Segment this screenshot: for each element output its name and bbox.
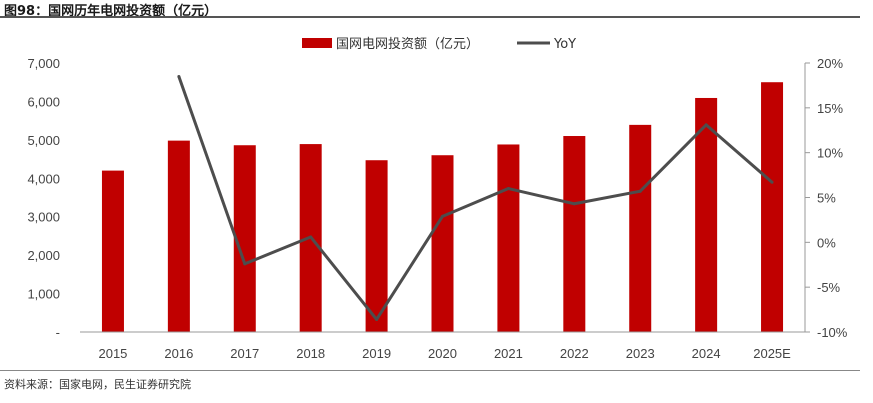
y-left-tick-label: 1,000 [27, 287, 60, 302]
x-tick-label: 2021 [494, 346, 523, 361]
bar-series [101, 82, 784, 333]
source-note: 资料来源：国家电网，民生证券研究院 [4, 378, 191, 391]
x-tick-label: 2020 [428, 346, 457, 361]
yoy-point [704, 123, 708, 127]
legend-line-label: YoY [553, 37, 576, 52]
axes: - 1,000 2,000 3,000 4,000 5,000 6,000 7,000 -10%… [27, 56, 847, 361]
y-right-tick-label: -5% [817, 280, 841, 295]
bar [563, 136, 586, 332]
y-left-tick-label: 4,000 [27, 171, 60, 186]
y-right-tick-label: -10% [817, 325, 848, 340]
yoy-point [441, 214, 444, 218]
legend-bar-swatch [302, 38, 332, 48]
legend-bar-label: 国网电网投资额（亿元） [336, 36, 479, 52]
bar [761, 82, 784, 332]
bar [101, 170, 124, 332]
yoy-line [177, 75, 774, 321]
yoy-point [243, 262, 247, 266]
y-right-tick-label: 5% [817, 191, 836, 206]
bar [497, 144, 520, 332]
yoy-point [506, 187, 510, 191]
bar [233, 145, 256, 332]
bar [167, 140, 190, 332]
x-tick-label: 2025E [753, 346, 791, 361]
x-tick-label: 2017 [230, 346, 259, 361]
yoy-point [638, 189, 642, 193]
x-tick-label: 2022 [560, 346, 589, 361]
yoy-point [375, 317, 379, 321]
yoy-point [572, 202, 576, 206]
yoy-point [177, 74, 181, 78]
x-tick-label: 2018 [296, 346, 325, 361]
bar [695, 97, 718, 332]
y-right-tick-label: 0% [817, 235, 836, 250]
chart-area: - 1,000 2,000 3,000 4,000 5,000 6,000 7,000 -10%… [27, 36, 847, 361]
y-left-tick-label: 5,000 [27, 133, 60, 148]
yoy-point [309, 235, 313, 239]
x-tick-label: 2015 [98, 346, 127, 361]
y-right-tick-label: 15% [817, 101, 843, 116]
y-right-tick-label: 20% [817, 56, 843, 71]
y-right-tick-label: 10% [817, 146, 843, 161]
bar [365, 160, 388, 332]
title-rule [0, 16, 860, 18]
y-left-tick-label: 3,000 [27, 210, 60, 225]
yoy-line-series [177, 74, 774, 321]
bar [629, 124, 652, 333]
x-tick-label: 2016 [164, 346, 193, 361]
x-tick-label: 2024 [692, 346, 721, 361]
bar [431, 155, 454, 332]
legend: 国网电网投资额（亿元） YoY [302, 36, 576, 52]
y-left-tick-label: - [56, 325, 60, 340]
footer-rule [0, 370, 860, 371]
y-left-tick-label: 6,000 [27, 94, 60, 109]
figure-title: 图98：国网历年电网投资额（亿元） [4, 4, 218, 19]
x-tick-label: 2019 [362, 346, 391, 361]
y-left-tick-label: 7,000 [27, 56, 60, 71]
yoy-point [770, 180, 774, 184]
y-left-tick-label: 2,000 [27, 248, 60, 263]
x-tick-label: 2023 [626, 346, 655, 361]
